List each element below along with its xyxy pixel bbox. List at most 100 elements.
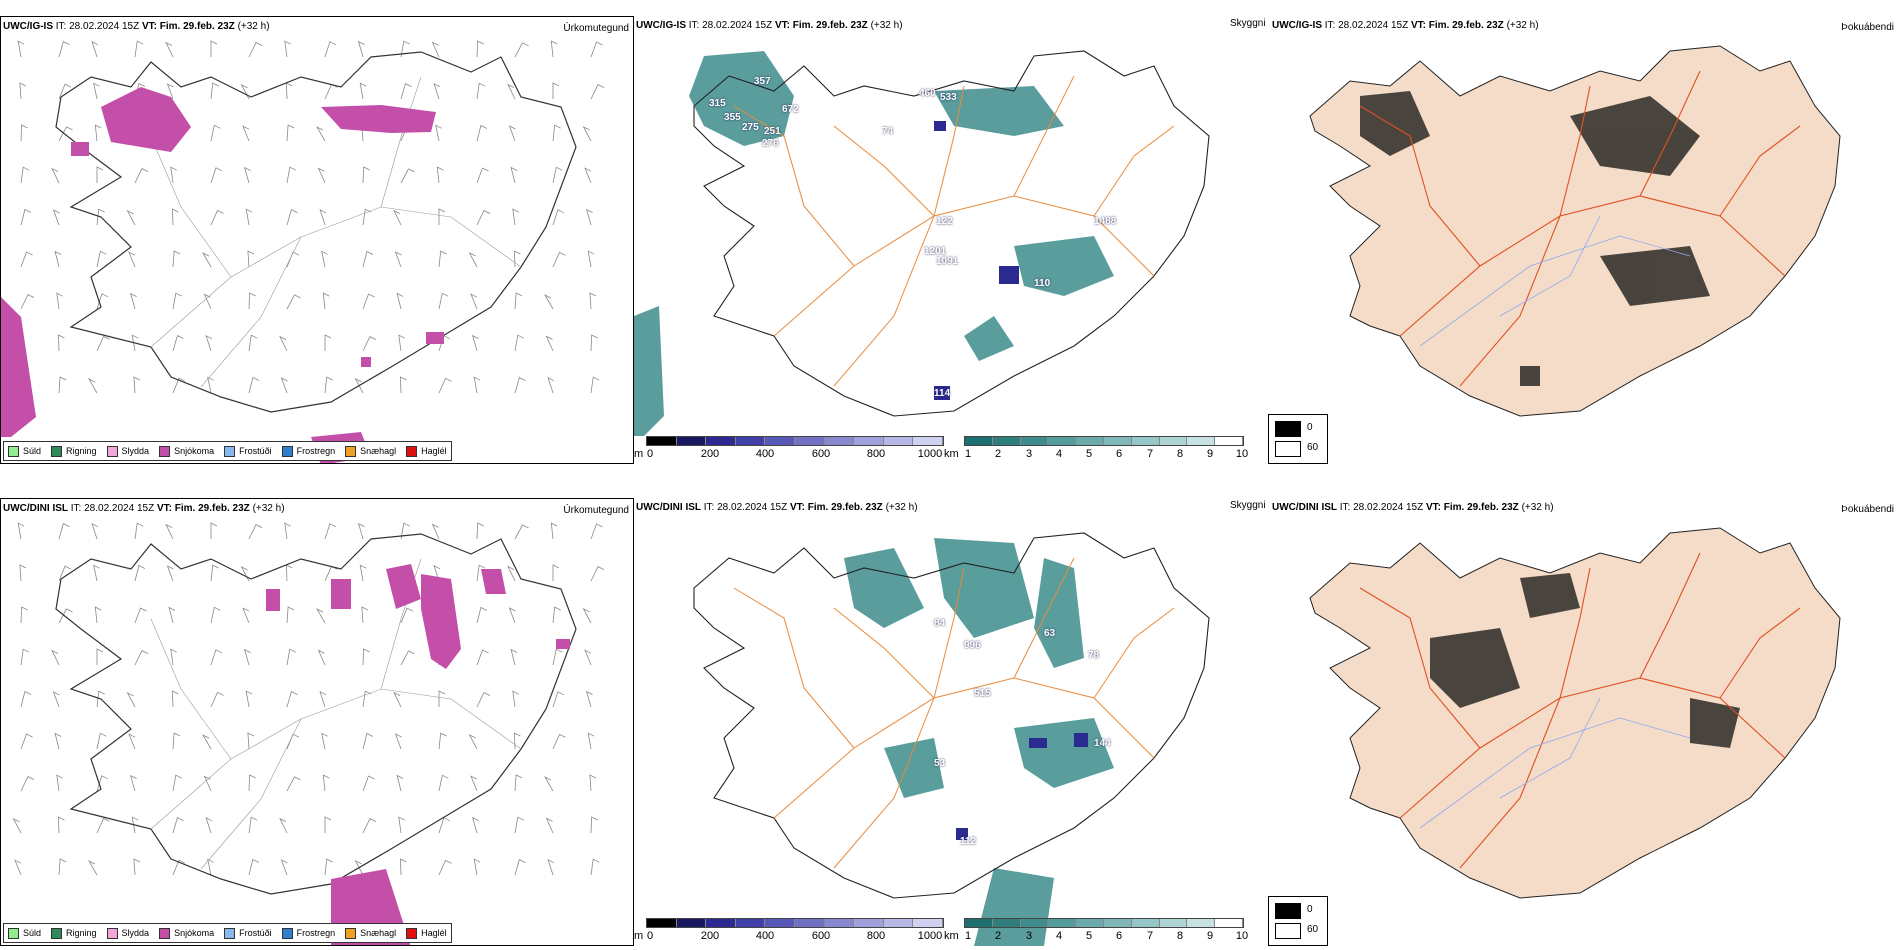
wind-barb: [58, 565, 72, 582]
visibility-colorbar-top: km 1 2 3 4 5 6 7 8 9 10: [944, 436, 1264, 466]
wind-barb: [514, 292, 523, 310]
wind-barb: [94, 606, 102, 624]
wind-barb: [247, 732, 255, 750]
wind-barb: [17, 40, 25, 58]
wind-barb: [134, 168, 149, 184]
legend-swatch: [406, 927, 418, 939]
wind-barb: [168, 606, 176, 624]
panel-title: Þokuábendi: [1841, 504, 1894, 515]
legend-item: Haglél: [406, 445, 447, 457]
wind-barb: [357, 522, 365, 540]
wind-barb: [210, 40, 218, 57]
wind-barb: [54, 732, 62, 750]
wind-barb: [243, 166, 251, 184]
legend-swatch: [106, 927, 118, 939]
wind-barb: [393, 209, 402, 226]
wind-barb: [93, 82, 100, 100]
wind-barb: [514, 524, 529, 540]
wind-barb: [96, 335, 110, 352]
wind-barb: [96, 690, 105, 708]
wind-barb: [248, 524, 263, 540]
wind-barb: [172, 732, 181, 750]
wind-barb: [431, 41, 440, 58]
wind-barb: [590, 41, 603, 58]
road-network: [1359, 70, 1801, 387]
wind-barb: [96, 208, 105, 226]
wind-barb: [322, 292, 330, 310]
wind-barb: [398, 334, 405, 352]
wind-barb: [210, 167, 223, 184]
wind-barb: [96, 250, 107, 268]
wind-barb: [286, 294, 301, 310]
legend-swatch: [224, 445, 236, 457]
wind-barb: [438, 774, 449, 792]
wind-barb: [315, 608, 326, 624]
wind-barb: [543, 294, 554, 310]
wind-barb: [514, 774, 523, 792]
wind-barb: [210, 691, 224, 708]
colorbar-tick: 3: [1025, 448, 1033, 460]
wind-barb: [170, 166, 177, 184]
wind-barb: [210, 82, 219, 100]
wind-barb: [512, 208, 519, 226]
colorbar-tick: 4: [1055, 930, 1063, 942]
wind-barb: [286, 733, 300, 750]
colorbar-unit: km: [944, 448, 959, 460]
wind-barb: [550, 40, 558, 58]
wind-barb: [240, 83, 250, 100]
precip-type-panel-bottom: UWC/DINI ISL IT: 28.02.2024 15Z VT: Fim.…: [0, 498, 634, 946]
wind-barb: [96, 166, 104, 183]
wind-barb: [20, 606, 28, 624]
wind-barb: [172, 774, 182, 792]
wind-barb: [400, 522, 410, 540]
snow-areas: [266, 564, 570, 945]
panel-header: UWC/IG-IS IT: 28.02.2024 15Z VT: Fim. 29…: [636, 20, 903, 31]
wind-barb: [322, 774, 330, 792]
legend-swatch: [281, 445, 293, 457]
ceiling-areas: [956, 733, 1088, 840]
colorbar-tick: 9: [1206, 930, 1214, 942]
fog-map: [1309, 45, 1841, 417]
wind-barb: [552, 564, 560, 581]
wind-barb: [547, 377, 555, 394]
wind-barb: [280, 377, 288, 394]
wind-barb: [172, 250, 181, 268]
colorbar-unit: m: [634, 930, 644, 942]
cloud-visibility-panel-top: UWC/IG-IS IT: 28.02.2024 15Z VT: Fim. 29…: [634, 16, 1270, 464]
wind-barb: [514, 816, 524, 834]
wind-barb: [93, 564, 100, 582]
wind-barb: [20, 124, 28, 142]
wind-barb: [399, 858, 407, 876]
wind-barb: [56, 292, 63, 310]
wind-barb: [201, 734, 212, 750]
colorbar-tick: 1: [964, 448, 972, 460]
wind-barb: [171, 690, 179, 708]
legend-swatch: [159, 445, 171, 457]
wind-barb: [507, 83, 516, 100]
wind-barb: [286, 776, 301, 792]
cloud-number-label: 84: [934, 618, 946, 629]
wind-barb: [96, 817, 110, 834]
cloud-visibility-panel-bottom: UWC/DINI ISL IT: 28.02.2024 15Z VT: Fim.…: [634, 498, 1270, 946]
cloud-number-label: 114: [934, 388, 951, 399]
wind-barb: [126, 209, 136, 226]
wind-barb: [20, 208, 32, 226]
wind-barb: [514, 859, 526, 876]
colorbar-tick: 2: [994, 448, 1002, 460]
wind-barb: [587, 732, 595, 750]
wind-barb: [56, 774, 63, 792]
wind-barb: [170, 648, 177, 666]
wind-barb: [584, 649, 592, 666]
wind-barb: [17, 522, 25, 540]
legend-swatch: [345, 927, 357, 939]
wind-barb: [324, 858, 333, 876]
precip-legend: Súld Rigning Slydda Snjókoma Frostúði Fr…: [3, 923, 452, 943]
wind-barb: [396, 292, 404, 310]
wind-barb: [550, 522, 558, 540]
legend-item: Slydda: [106, 445, 149, 457]
cloud-number-label: 355: [724, 112, 741, 123]
wind-barb: [471, 334, 479, 352]
wind-barb: [129, 292, 137, 310]
iceland-outline: [693, 532, 1210, 899]
wind-barb: [286, 209, 298, 226]
